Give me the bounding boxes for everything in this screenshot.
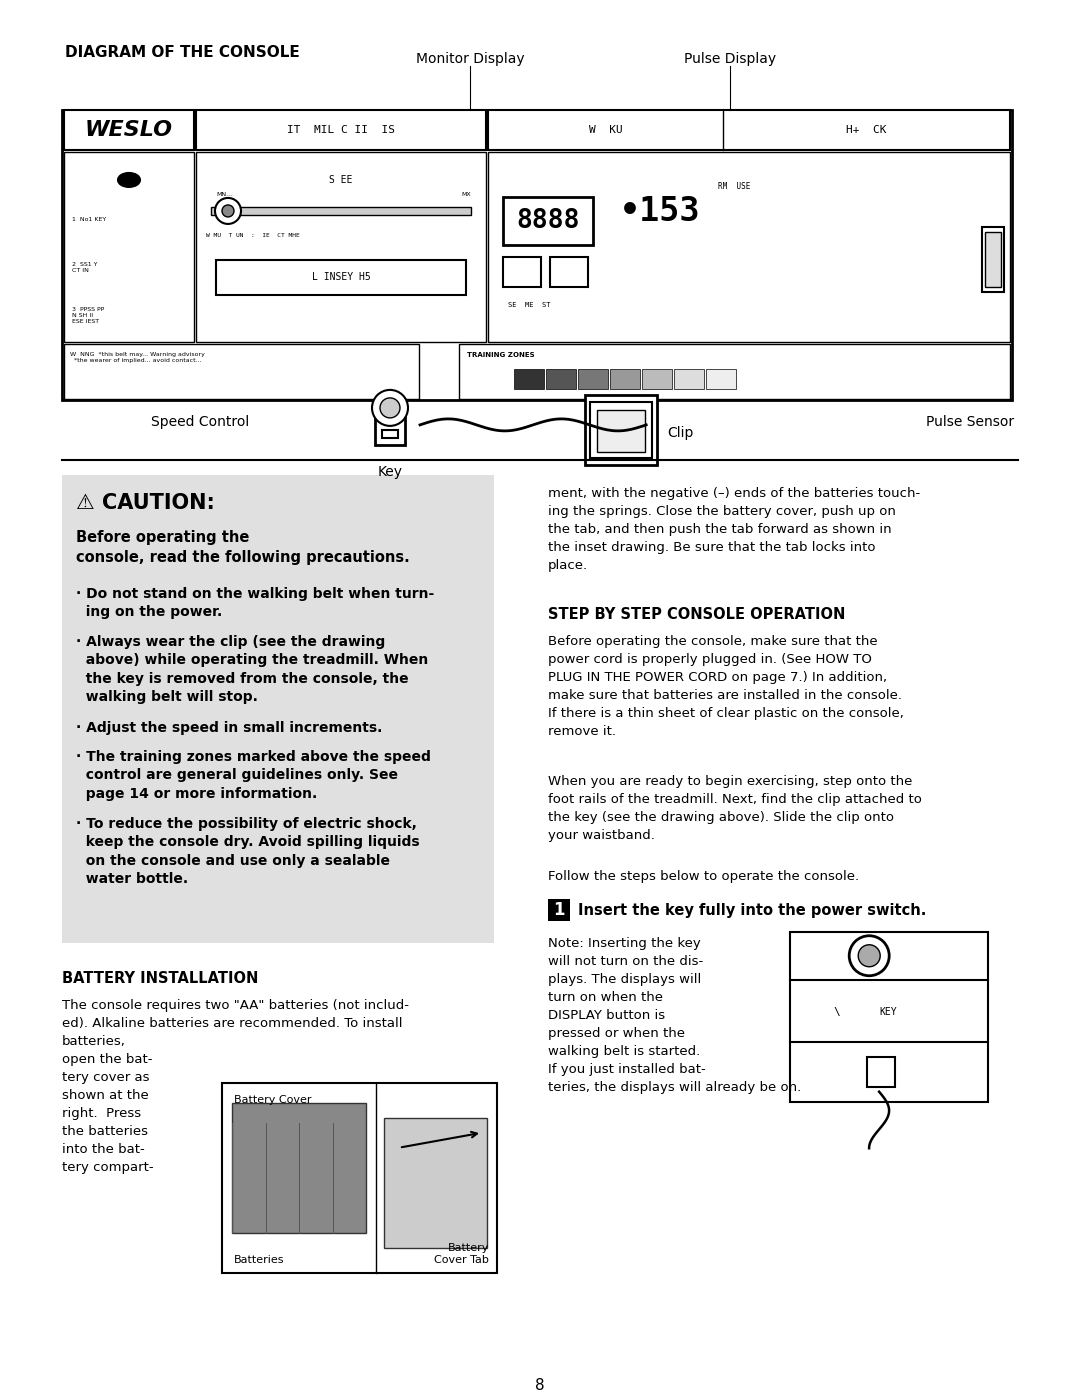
Bar <box>488 110 1010 149</box>
Text: Follow the steps below to operate the console.: Follow the steps below to operate the co… <box>548 870 859 883</box>
Text: When you are ready to begin exercising, step onto the
foot rails of the treadmil: When you are ready to begin exercising, … <box>548 775 922 842</box>
Bar <box>503 257 541 286</box>
Text: RM  USE: RM USE <box>718 183 751 191</box>
Text: SE  ME  ST: SE ME ST <box>508 302 551 307</box>
Text: 2  SS1 Y
CT IN: 2 SS1 Y CT IN <box>72 261 97 272</box>
Text: H+  CK: H+ CK <box>847 124 887 136</box>
Text: STEP BY STEP CONSOLE OPERATION: STEP BY STEP CONSOLE OPERATION <box>548 606 846 622</box>
Text: Pulse Sensor: Pulse Sensor <box>926 415 1014 429</box>
Bar <box>222 1083 497 1273</box>
Bar <box>578 369 608 388</box>
Text: 8888: 8888 <box>516 208 580 233</box>
Bar <box>384 1118 487 1248</box>
Bar <box>195 110 486 149</box>
Bar <box>382 430 399 437</box>
Bar <box>590 402 652 458</box>
Text: Before operating the
console, read the following precautions.: Before operating the console, read the f… <box>76 529 409 564</box>
Text: TRAINING ZONES: TRAINING ZONES <box>467 352 535 358</box>
Text: · Do not stand on the walking belt when turn-
  ing on the power.: · Do not stand on the walking belt when … <box>76 587 434 619</box>
Text: 3  PPSS PP
N SH II
ESE IEST: 3 PPSS PP N SH II ESE IEST <box>72 307 105 324</box>
Text: 8: 8 <box>536 1377 544 1393</box>
Bar <box>597 409 645 451</box>
Bar <box>867 1056 895 1087</box>
Text: W  KU: W KU <box>589 124 622 136</box>
Bar <box>459 344 1010 400</box>
Bar <box>610 369 640 388</box>
Bar <box>62 110 1012 400</box>
Text: WESLO: WESLO <box>85 120 173 140</box>
Bar <box>982 226 1004 292</box>
Bar <box>550 257 588 286</box>
Text: Battery
Cover Tab: Battery Cover Tab <box>434 1243 489 1264</box>
Circle shape <box>372 390 408 426</box>
Text: MX: MX <box>461 191 471 197</box>
Text: W  NNG  *this belt may... Warning advisory
  *the wearer of implied... avoid con: W NNG *this belt may... Warning advisory… <box>70 352 205 363</box>
Text: Before operating the console, make sure that the
power cord is properly plugged : Before operating the console, make sure … <box>548 634 904 738</box>
Bar <box>585 395 657 465</box>
Bar <box>64 344 419 400</box>
Bar <box>985 232 1001 286</box>
Text: · Adjust the speed in small increments.: · Adjust the speed in small increments. <box>76 721 382 735</box>
Text: W MU  T UN  :  IE  CT MHE: W MU T UN : IE CT MHE <box>206 233 300 237</box>
Bar <box>211 207 471 215</box>
Text: Key: Key <box>378 465 403 479</box>
Text: BATTERY INSTALLATION: BATTERY INSTALLATION <box>62 971 258 986</box>
Text: Speed Control: Speed Control <box>151 415 249 429</box>
Bar <box>674 369 704 388</box>
Ellipse shape <box>118 173 140 187</box>
Text: \: \ <box>834 1007 848 1017</box>
Text: Batteries: Batteries <box>234 1255 284 1264</box>
Text: Monitor Display: Monitor Display <box>416 52 524 66</box>
Bar <box>546 369 576 388</box>
Bar <box>642 369 672 388</box>
Text: Note: Inserting the key
will not turn on the dis-
plays. The displays will
turn : Note: Inserting the key will not turn on… <box>548 937 801 1094</box>
Bar <box>232 1102 366 1232</box>
Bar <box>789 932 988 1102</box>
Bar <box>64 110 194 149</box>
Text: ⚠ CAUTION:: ⚠ CAUTION: <box>76 493 215 513</box>
Bar <box>488 152 1010 342</box>
Text: Battery Cover: Battery Cover <box>234 1095 311 1105</box>
Text: MN...: MN... <box>216 191 232 197</box>
Text: The console requires two "AA" batteries (not includ-
ed). Alkaline batteries are: The console requires two "AA" batteries … <box>62 999 409 1173</box>
Text: •153: •153 <box>620 196 701 229</box>
Bar <box>706 369 735 388</box>
Bar <box>64 152 194 342</box>
Text: DIAGRAM OF THE CONSOLE: DIAGRAM OF THE CONSOLE <box>65 45 300 60</box>
Circle shape <box>380 398 400 418</box>
Bar <box>216 260 465 295</box>
Circle shape <box>215 198 241 224</box>
Text: IT  MIL C II  IS: IT MIL C II IS <box>287 124 395 136</box>
Circle shape <box>222 205 234 217</box>
Bar <box>375 400 405 444</box>
Bar <box>195 152 486 342</box>
Text: Clip: Clip <box>667 426 693 440</box>
Text: Insert the key fully into the power switch.: Insert the key fully into the power swit… <box>578 902 927 918</box>
Text: KEY: KEY <box>879 1007 896 1017</box>
Text: 1  No1 KEY: 1 No1 KEY <box>72 217 106 222</box>
Text: 1: 1 <box>553 901 565 919</box>
Bar <box>62 475 494 943</box>
Circle shape <box>849 936 889 975</box>
Text: · Always wear the clip (see the drawing
  above) while operating the treadmill. : · Always wear the clip (see the drawing … <box>76 634 429 704</box>
Text: · To reduce the possibility of electric shock,
  keep the console dry. Avoid spi: · To reduce the possibility of electric … <box>76 817 420 886</box>
Bar <box>514 369 544 388</box>
Bar <box>503 197 593 244</box>
Bar <box>548 898 570 921</box>
Text: Pulse Display: Pulse Display <box>684 52 777 66</box>
Text: L INSEY H5: L INSEY H5 <box>312 272 370 282</box>
Circle shape <box>859 944 880 967</box>
Text: · The training zones marked above the speed
  control are general guidelines onl: · The training zones marked above the sp… <box>76 750 431 800</box>
Text: ment, with the negative (–) ends of the batteries touch-
ing the springs. Close : ment, with the negative (–) ends of the … <box>548 488 920 571</box>
Text: S EE: S EE <box>329 175 353 184</box>
